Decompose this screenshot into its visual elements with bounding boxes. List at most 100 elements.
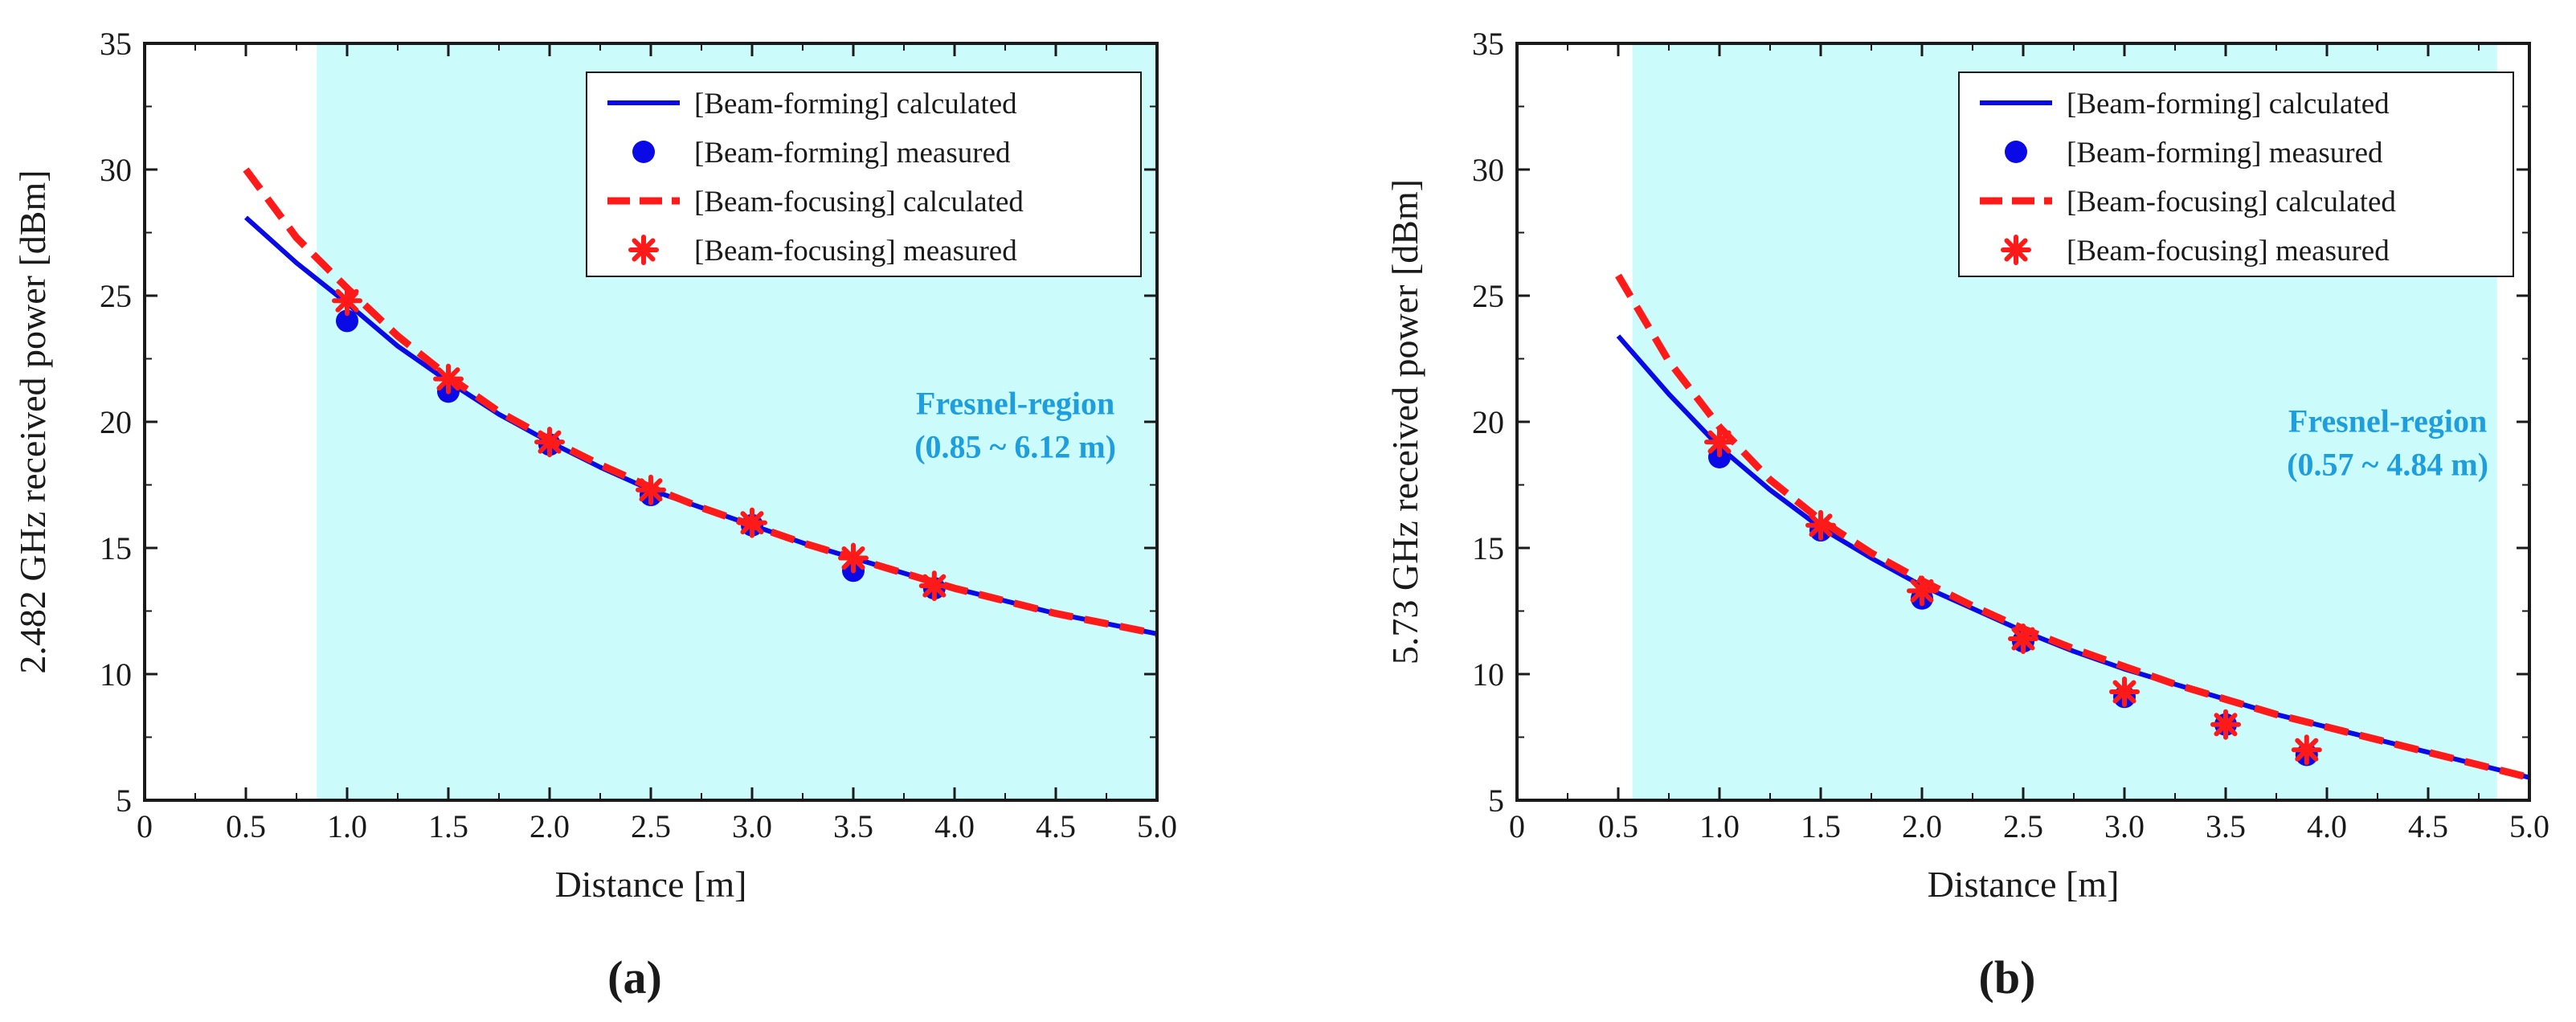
x-tick-label: 0 xyxy=(137,808,153,844)
point-beam-focusing-measured xyxy=(838,542,869,574)
point-beam-focusing-measured xyxy=(1805,509,1836,541)
x-tick-label: 3.5 xyxy=(2206,808,2246,844)
point-beam-focusing-measured xyxy=(918,570,950,602)
asterisk-stroke xyxy=(436,367,460,391)
legend-beam-forming-measured-swatch xyxy=(632,141,655,163)
x-axis-label: Distance [m] xyxy=(1928,864,2120,905)
point-beam-focusing-measured xyxy=(636,474,666,505)
x-tick-label: 4.5 xyxy=(2408,808,2448,844)
x-tick-label: 2.0 xyxy=(1902,808,1942,844)
line-beam-forming-calculated xyxy=(243,215,1157,636)
x-tick-label: 2.5 xyxy=(631,808,671,844)
y-axis-label: 5.73 GHz received power [dBm] xyxy=(1384,179,1425,664)
line-beam-focusing-calculated xyxy=(1615,273,2529,782)
x-tick-label: 0 xyxy=(1509,808,1525,844)
asterisk-stroke xyxy=(2011,627,2035,651)
fresnel-region-range: (0.57 ~ 4.84 m) xyxy=(2287,447,2488,483)
x-tick-label: 4.0 xyxy=(2307,808,2347,844)
plot-frame xyxy=(143,42,1159,802)
panel-label-a: (a) xyxy=(607,951,662,1004)
y-tick-label: 15 xyxy=(100,530,132,566)
asterisk-stroke xyxy=(1910,578,1934,603)
series-group xyxy=(243,167,1157,638)
legend-beam-focusing-measured-label: [Beam-focusing] measured xyxy=(694,235,1017,268)
legend-beam-forming-measured-label: [Beam-forming] measured xyxy=(2067,137,2383,170)
asterisk-stroke xyxy=(1707,430,1732,454)
legend-box xyxy=(586,72,1142,277)
fresnel-region-label: Fresnel-region xyxy=(916,386,1114,422)
x-tick-label: 3.0 xyxy=(732,808,772,844)
legend-beam-focusing-calculated-label: [Beam-focusing] calculated xyxy=(694,186,1024,219)
x-axis-label: Distance [m] xyxy=(555,864,747,905)
y-tick-label: 15 xyxy=(1472,530,1504,566)
x-tick-label: 1.5 xyxy=(1801,808,1841,844)
x-tick-label: 2.0 xyxy=(530,808,570,844)
asterisk-stroke xyxy=(922,574,947,598)
y-tick-label: 35 xyxy=(1472,26,1504,62)
series-group xyxy=(1615,273,2529,782)
fresnel-region-range: (0.85 ~ 6.12 m) xyxy=(914,429,1116,465)
fresnel-region-label: Fresnel-region xyxy=(2288,403,2487,439)
asterisk-stroke xyxy=(639,478,663,502)
y-tick-label: 30 xyxy=(100,152,132,188)
x-tick-label: 1.0 xyxy=(327,808,367,844)
y-tick-label: 20 xyxy=(100,404,132,440)
x-tick-label: 3.0 xyxy=(2104,808,2145,844)
point-beam-focusing-measured xyxy=(737,507,767,538)
legend-beam-focusing-measured-swatch xyxy=(628,235,659,265)
asterisk-stroke xyxy=(841,546,865,570)
y-tick-label: 5 xyxy=(116,783,132,819)
point-beam-focusing-measured xyxy=(1704,427,1735,458)
point-beam-focusing-measured xyxy=(332,285,362,317)
legend: [Beam-forming] calculated [Beam-forming] … xyxy=(1958,72,2514,277)
asterisk-stroke xyxy=(1809,513,1833,538)
asterisk-stroke xyxy=(632,238,656,262)
legend-beam-forming-measured-label: [Beam-forming] measured xyxy=(694,137,1011,170)
x-tick-label: 0.5 xyxy=(1598,808,1638,844)
point-beam-focusing-measured xyxy=(2008,623,2038,655)
asterisk-stroke xyxy=(2004,238,2028,262)
line-beam-focusing-calculated xyxy=(243,167,1157,638)
asterisk-stroke xyxy=(2112,680,2136,704)
x-tick-label: 0.5 xyxy=(226,808,266,844)
x-tick-label: 4.5 xyxy=(1036,808,1076,844)
legend-beam-focusing-measured-swatch xyxy=(2001,235,2031,265)
x-tick-label: 1.5 xyxy=(428,808,468,844)
y-tick-label: 5 xyxy=(1488,783,1504,819)
legend-beam-forming-calculated-label: [Beam-forming] calculated xyxy=(694,88,1017,121)
y-tick-label: 25 xyxy=(1472,278,1504,314)
plot-frame xyxy=(1515,42,2531,802)
panel-label-b: (b) xyxy=(1979,951,2036,1004)
x-tick-label: 2.5 xyxy=(2003,808,2043,844)
y-tick-label: 25 xyxy=(100,278,132,314)
y-axis-label: 2.482 GHz received power [dBm] xyxy=(12,170,53,673)
legend-beam-forming-calculated-label: [Beam-forming] calculated xyxy=(2067,88,2390,121)
point-beam-focusing-measured xyxy=(534,427,565,458)
y-tick-label: 10 xyxy=(100,656,132,693)
x-tick-label: 5.0 xyxy=(1137,808,1177,844)
chart-panel-b: Fresnel-region (0.57 ~ 4.84 m) 0 0.5 1.0 1.5 2… xyxy=(1384,26,2549,1004)
x-tick-label: 3.5 xyxy=(833,808,873,844)
point-beam-forming-measured xyxy=(336,309,358,333)
chart-panel-a: Fresnel-region (0.85 ~ 6.12 m) 0 0.5 1.0 1.5 2… xyxy=(12,26,1177,1004)
asterisk-stroke xyxy=(538,430,562,454)
asterisk-stroke xyxy=(2214,713,2238,737)
point-beam-focusing-measured xyxy=(2291,734,2322,766)
point-beam-focusing-measured xyxy=(2210,709,2241,740)
x-tick-label: 4.0 xyxy=(934,808,975,844)
asterisk-stroke xyxy=(335,288,359,313)
legend-beam-focusing-calculated-label: [Beam-focusing] calculated xyxy=(2067,186,2396,219)
legend-box xyxy=(1958,72,2514,277)
y-tick-label: 30 xyxy=(1472,152,1504,188)
x-tick-label: 5.0 xyxy=(2509,808,2549,844)
asterisk-stroke xyxy=(740,511,764,535)
legend-beam-forming-measured-swatch xyxy=(2005,141,2027,163)
y-tick-label: 20 xyxy=(1472,404,1504,440)
legend: [Beam-forming] calculated [Beam-forming] … xyxy=(586,72,1142,277)
legend-beam-focusing-measured-label: [Beam-focusing] measured xyxy=(2067,235,2390,268)
point-beam-focusing-measured xyxy=(2109,676,2140,707)
point-beam-focusing-measured xyxy=(433,363,464,394)
x-tick-label: 1.0 xyxy=(1699,808,1740,844)
y-tick-label: 35 xyxy=(100,26,132,62)
